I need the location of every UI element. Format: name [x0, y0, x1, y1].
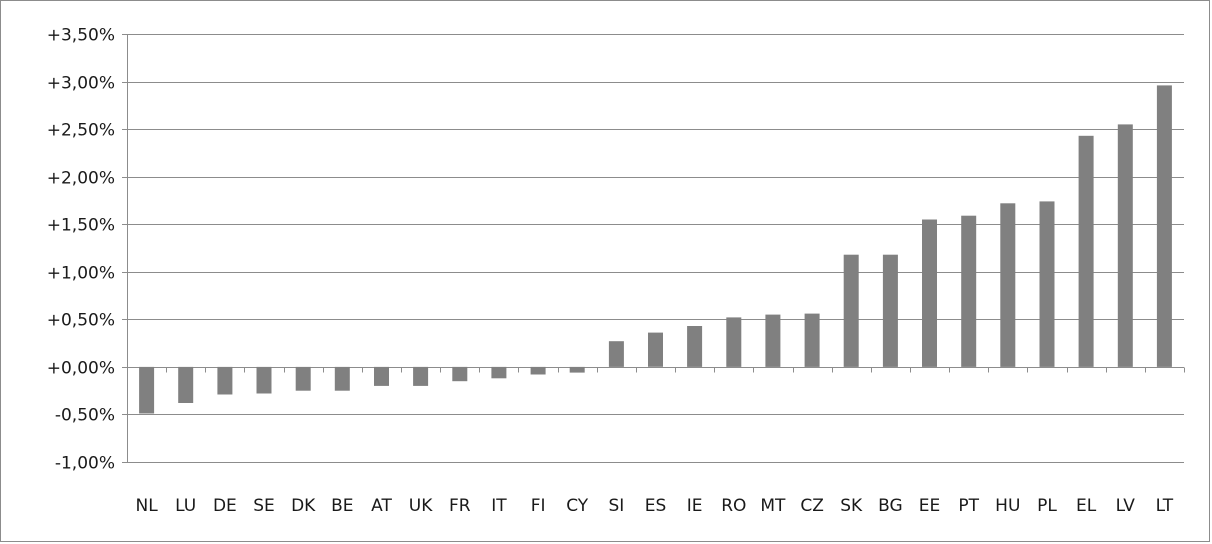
bar-pt [961, 215, 977, 367]
y-tick-labels: +3,50% +3,00% +2,50% +2,00% +1,50% +1,00% +0,5… [47, 26, 115, 474]
bar-el [1078, 135, 1094, 367]
x-tick-label: LV [1116, 496, 1136, 516]
x-tick-label: FI [531, 496, 546, 516]
bar-sk [843, 254, 859, 367]
y-tick-label: +0,50% [47, 311, 115, 331]
x-tick-label: UK [409, 496, 433, 516]
x-tick-label: ES [645, 496, 667, 516]
bar-de [217, 366, 233, 395]
x-tick-labels: NL LU DE SE DK BE AT UK FR IT FI CY SI ES IE RO MT CZ SK BG… [135, 496, 1173, 516]
x-tick-label: PL [1037, 496, 1057, 516]
y-tick-label: +1,50% [47, 216, 115, 236]
bar-cy [569, 366, 585, 373]
bar-fi [530, 366, 546, 375]
x-tick-label: SE [253, 496, 275, 516]
gridlines [127, 34, 1184, 463]
x-tick-label: PT [958, 496, 979, 516]
x-tick-label: SK [840, 496, 863, 516]
x-tick-label: IE [687, 496, 703, 516]
x-tick-label: DK [291, 496, 316, 516]
x-tick-label: CZ [800, 496, 824, 516]
bars [139, 85, 1172, 414]
bar-ee [922, 219, 937, 367]
bar-hu [1000, 203, 1016, 367]
bar-lv [1117, 124, 1133, 367]
bar-at [374, 366, 389, 386]
y-tick-label: +3,00% [47, 74, 115, 94]
bar-fr [452, 366, 468, 382]
y-tick-label: +3,50% [47, 26, 115, 46]
x-tick-label: EE [919, 496, 940, 516]
bar-pl [1039, 201, 1055, 367]
axes [122, 34, 1185, 463]
x-tick-label: AT [371, 496, 392, 516]
y-tick-label: -0,50% [55, 406, 115, 426]
bar-bg [882, 254, 898, 367]
x-tick-label: FR [449, 496, 471, 516]
x-tick-label: HU [995, 496, 1020, 516]
bar-es [648, 332, 663, 367]
bar-lt [1156, 85, 1172, 367]
bar-dk [295, 366, 311, 391]
x-tick-label: BE [331, 496, 353, 516]
x-tick-label: SI [608, 496, 624, 516]
bar-mt [765, 314, 781, 367]
x-tick-label: DE [213, 496, 237, 516]
y-tick-label: +0,00% [47, 359, 115, 379]
bar-be [334, 366, 350, 391]
x-tick-label: LT [1156, 496, 1174, 516]
y-tick-label: +2,00% [47, 169, 115, 189]
bar-se [256, 366, 272, 394]
bar-si [608, 341, 624, 367]
y-tick-label: -1,00% [55, 454, 115, 474]
bar-it [491, 366, 507, 379]
bar-cz [804, 313, 820, 367]
bar-ro [726, 317, 742, 367]
bar-nl [139, 366, 155, 414]
x-tick-label: RO [721, 496, 746, 516]
y-tick-label: +1,00% [47, 264, 115, 284]
bar-uk [413, 366, 429, 386]
x-tick-label: CY [566, 496, 589, 516]
x-tick-label: MT [760, 496, 786, 516]
bar-lu [178, 366, 194, 403]
bar-ie [687, 326, 703, 367]
x-tick-label: EL [1076, 496, 1097, 516]
x-tick-label: LU [175, 496, 196, 516]
y-tick-label: +2,50% [47, 121, 115, 141]
x-tick-label: NL [135, 496, 158, 516]
x-tick-label: BG [878, 496, 903, 516]
x-tick-label: IT [491, 496, 507, 516]
